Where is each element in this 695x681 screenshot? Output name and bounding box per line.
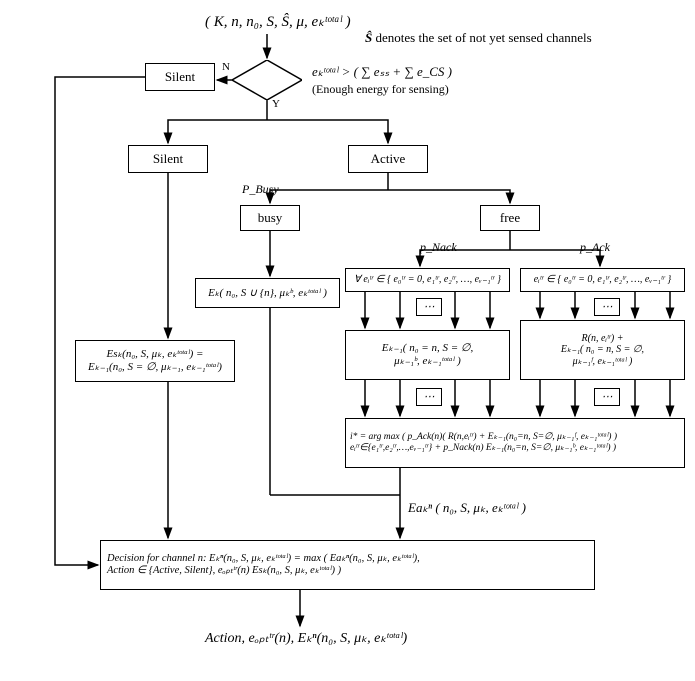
argmax-expr: i* = arg max ( p_Ack(n)( R(n,eᵢᵗʳ) + Eₖ₋… xyxy=(345,418,685,468)
decision-box: Decision for channel n: Eₖⁿ(n₀, S, μₖ, e… xyxy=(100,540,595,590)
ekm1-right: R(n, eᵢᵗʳ) + Eₖ₋₁( n₀ = n, S = ∅, μₖ₋₁ᶠ,… xyxy=(520,320,685,380)
s-hat-note-text: denotes the set of not yet sensed channe… xyxy=(375,30,591,45)
diamond-yes-label: Y xyxy=(272,98,280,110)
active-box: Active xyxy=(348,145,428,173)
silent-box-top: Silent xyxy=(145,63,215,91)
dots-right-1: ⋯ xyxy=(594,298,620,316)
dots-left-1: ⋯ xyxy=(416,298,442,316)
pnack-label: p_Nack xyxy=(420,240,457,255)
busy-box: busy xyxy=(240,205,300,231)
output-expr: Action, eₒₚₜᵗʳ(n), Eₖⁿ(n₀, S, μₖ, eₖᵗᵒᵗᵃ… xyxy=(205,630,407,647)
energy-check-diamond xyxy=(232,60,302,100)
s-hat-symbol: Ŝ xyxy=(365,30,375,45)
busy-ek-expr: Eₖ( n₀, S ∪ {n}, μₖᵇ, eₖᵗᵒᵗᵃˡ ) xyxy=(195,278,340,308)
dots-left-2: ⋯ xyxy=(416,388,442,406)
free-right-set: eᵢᵗʳ ∈ { e₀ᵗʳ = 0, e₁ᵗʳ, e₂ᵗʳ, …, eᵥ₋₁ᵗʳ… xyxy=(520,268,685,292)
ea-label: Eaₖⁿ ( n₀, S, μₖ, eₖᵗᵒᵗᵃˡ ) xyxy=(408,500,526,516)
pbusy-label: P_Busy xyxy=(242,182,279,197)
free-box: free xyxy=(480,205,540,231)
dots-right-2: ⋯ xyxy=(594,388,620,406)
energy-cond-line1: eₖᵗᵒᵗᵃˡ > ( ∑ eₛₛ + ∑ e_CS ) xyxy=(312,64,452,80)
top-input-expr: ( K, n, n₀, S, Ŝ, μ, eₖᵗᵒᵗᵃˡ ) xyxy=(205,12,351,31)
diamond-no-label: N xyxy=(222,61,230,73)
ekm1-left: Eₖ₋₁( n₀ = n, S = ∅, μₖ₋₁ᵇ, eₖ₋₁ᵗᵒᵗᵃˡ ) xyxy=(345,330,510,380)
pack-label: p_Ack xyxy=(580,240,610,255)
silent-box: Silent xyxy=(128,145,208,173)
energy-cond-line2: (Enough energy for sensing) xyxy=(312,82,449,97)
free-left-set: ∀ eᵢᵗʳ ∈ { e₀ᵗʳ = 0, e₁ᵗʳ, e₂ᵗʳ, …, eᵥ₋₁… xyxy=(345,268,510,292)
silent-esk-expr: Esₖ(n₀, S, μₖ, eₖᵗᵒᵗᵃˡ) = Eₖ₋₁(n₀, S = ∅… xyxy=(75,340,235,382)
s-hat-note: Ŝ denotes the set of not yet sensed chan… xyxy=(365,30,592,46)
